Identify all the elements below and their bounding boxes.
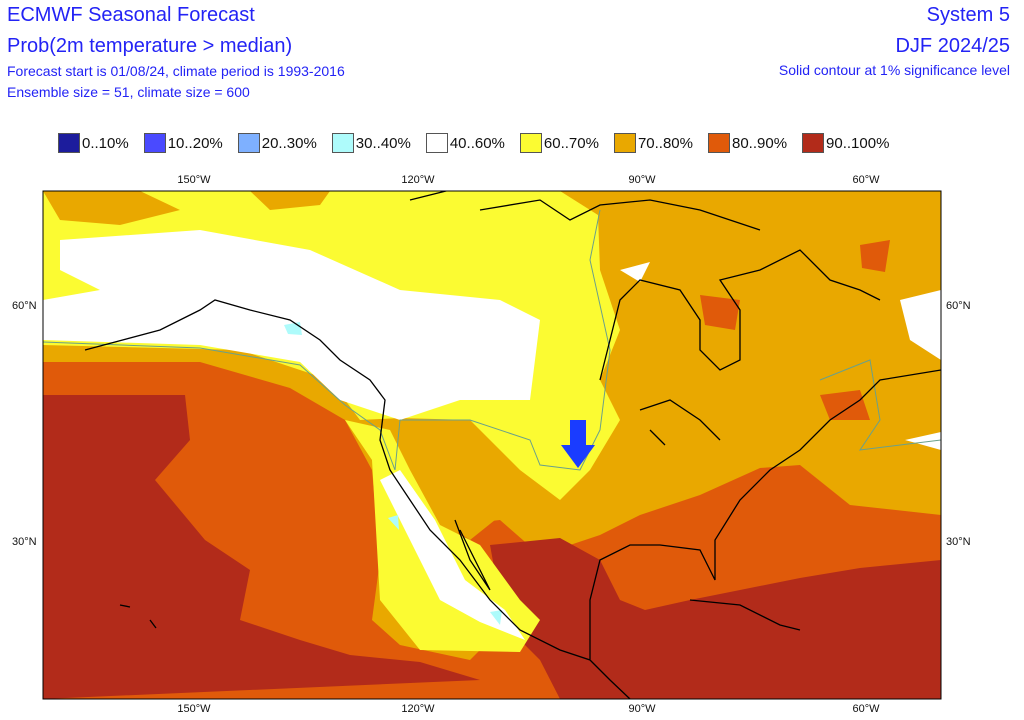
legend-label: 30..40% xyxy=(355,134,411,152)
lon-label-top: 60°W xyxy=(852,174,880,186)
lat-label-left: 60°N xyxy=(12,300,37,312)
legend: 0..10% 10..20% 20..30% 30..40% 40..60% 60..70… xyxy=(58,133,904,153)
down-arrow-icon xyxy=(561,420,595,468)
coastline xyxy=(84,191,941,699)
field-80-90-patches xyxy=(700,240,890,420)
legend-label: 20..30% xyxy=(261,134,317,152)
legend-item: 90..100% xyxy=(802,133,889,153)
season-label: DJF 2024/25 xyxy=(895,35,1010,57)
legend-item: 20..30% xyxy=(237,133,317,153)
lon-label-bottom: 90°W xyxy=(628,703,656,715)
lon-label-top: 150°W xyxy=(177,174,211,186)
legend-swatch xyxy=(707,133,730,153)
legend-item: 30..40% xyxy=(331,133,411,153)
lat-label-right: 30°N xyxy=(946,536,971,548)
legend-item: 60..70% xyxy=(519,133,599,153)
field-90-100-gulf xyxy=(490,538,941,699)
field-70-80-north-patch xyxy=(43,191,330,225)
legend-label: 60..70% xyxy=(543,134,599,152)
subtitle: Prob(2m temperature > median) xyxy=(7,35,293,57)
field-40-60-baja xyxy=(380,470,525,640)
title: ECMWF Seasonal Forecast xyxy=(7,4,255,26)
legend-label: 0..10% xyxy=(82,134,129,152)
legend-item: 80..90% xyxy=(707,133,788,153)
legend-swatch xyxy=(331,133,354,153)
field-70-80-west xyxy=(400,415,600,540)
lon-label-bottom: 120°W xyxy=(401,703,435,715)
ensemble-info: Ensemble size = 51, climate size = 600 xyxy=(7,84,250,100)
legend-swatch xyxy=(425,133,448,153)
forecast-info: Forecast start is 01/08/24, climate peri… xyxy=(7,63,345,79)
lon-label-bottom: 60°W xyxy=(852,703,880,715)
legend-swatch xyxy=(613,133,636,153)
lon-label-bottom: 150°W xyxy=(177,703,211,715)
legend-label: 90..100% xyxy=(826,134,890,152)
legend-item: 40..60% xyxy=(425,133,505,153)
lon-label-top: 120°W xyxy=(401,174,435,186)
lat-label-left: 30°N xyxy=(12,536,37,548)
legend-label: 10..20% xyxy=(167,134,223,152)
legend-label: 70..80% xyxy=(637,134,693,152)
lat-label-right: 60°N xyxy=(946,300,971,312)
significance-note: Solid contour at 1% significance level xyxy=(778,62,1010,78)
map-frame xyxy=(42,190,942,700)
legend-label: 80..90% xyxy=(731,134,788,152)
legend-label: 40..60% xyxy=(449,134,505,152)
legend-item: 0..10% xyxy=(58,133,129,153)
legend-swatch xyxy=(58,133,80,153)
significance-contour xyxy=(43,209,941,471)
legend-swatch xyxy=(519,133,542,153)
legend-swatch xyxy=(143,133,166,153)
legend-item: 70..80% xyxy=(613,133,693,153)
system-label: System 5 xyxy=(926,4,1010,26)
legend-swatch xyxy=(802,133,825,153)
legend-swatch xyxy=(237,133,260,153)
lon-label-top: 90°W xyxy=(628,174,656,186)
legend-item: 10..20% xyxy=(143,133,223,153)
